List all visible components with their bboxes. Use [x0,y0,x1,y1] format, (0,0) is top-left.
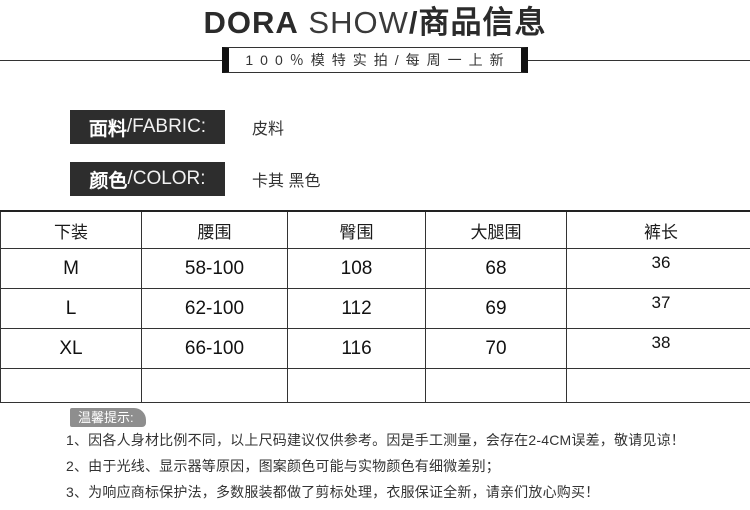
page-title-suffix: /商品信息 [408,5,547,40]
brand-name: DORA [203,5,299,40]
empty-cell [141,368,288,403]
waist-cell: 58-100 [141,248,288,289]
hip-cell: 112 [287,288,426,329]
empty-cell [287,368,426,403]
size-table: 下装 腰围 臀围 大腿围 裤长 M 58-100 108 68 36 L 62-… [0,210,750,403]
color-value: 卡其 黑色 [252,173,321,190]
rule-line-right [527,59,750,61]
size-table-header: 腰围 [141,210,288,249]
fabric-label: 面料/FABRIC: [70,110,225,144]
length-cell: 38 [566,328,750,369]
color-row: 颜色/COLOR: 卡其 黑色 [70,162,320,196]
thigh-cell: 68 [425,248,567,289]
page-title: DORA SHOW/商品信息 [0,4,750,42]
table-row: L 62-100 112 69 37 [0,288,750,329]
rule-line-left [0,59,223,61]
waist-cell: 66-100 [141,328,288,369]
thigh-cell: 70 [425,328,567,369]
color-label: 颜色/COLOR: [70,162,225,196]
size-cell: L [0,288,142,329]
tagline-banner: 100％模特实拍/每周一上新 [0,47,750,73]
table-row: M 58-100 108 68 36 [0,248,750,289]
notice-list: 1、因各人身材比例不同，以上尺码建议仅供参考。因是手工测量，会存在2-4CM误差… [66,427,726,505]
length-cell: 37 [566,288,750,329]
notice-item: 2、由于光线、显示器等原因，图案颜色可能与实物颜色有细微差别； [66,458,500,474]
length-cell: 36 [566,248,750,289]
size-cell: M [0,248,142,289]
table-row: XL 66-100 116 70 38 [0,328,750,369]
size-table-header: 下装 [0,210,142,249]
empty-cell [425,368,567,403]
notice-item: 3、为响应商标保护法，多数服装都做了剪标处理，衣服保证全新，请亲们放心购买！ [66,484,600,500]
brand-name-light: SHOW [298,5,409,40]
size-table-header-row: 下装 腰围 臀围 大腿围 裤长 [0,210,750,249]
fabric-label-en: /FABRIC: [126,116,207,137]
hip-cell: 108 [287,248,426,289]
tagline-text: 100％模特实拍/每周一上新 [245,52,511,68]
thigh-cell: 69 [425,288,567,329]
fabric-row: 面料/FABRIC: 皮料 [70,110,284,144]
size-cell: XL [0,328,142,369]
empty-cell [0,368,142,403]
notice-badge: 温馨提示: [70,408,146,427]
fabric-label-cn: 面料 [88,118,127,140]
tagline-box: 100％模特实拍/每周一上新 [222,47,528,73]
table-row-empty [0,368,750,403]
hip-cell: 116 [287,328,426,369]
empty-cell [566,368,750,403]
fabric-value: 皮料 [252,121,285,138]
color-label-cn: 颜色 [89,170,128,192]
notice-item: 1、因各人身材比例不同，以上尺码建议仅供参考。因是手工测量，会存在2-4CM误差… [66,432,685,448]
size-table-header: 臀围 [287,210,426,249]
size-table-header: 大腿围 [425,210,567,249]
waist-cell: 62-100 [141,288,288,329]
color-label-en: /COLOR: [127,168,206,189]
size-table-header: 裤长 [566,210,750,249]
